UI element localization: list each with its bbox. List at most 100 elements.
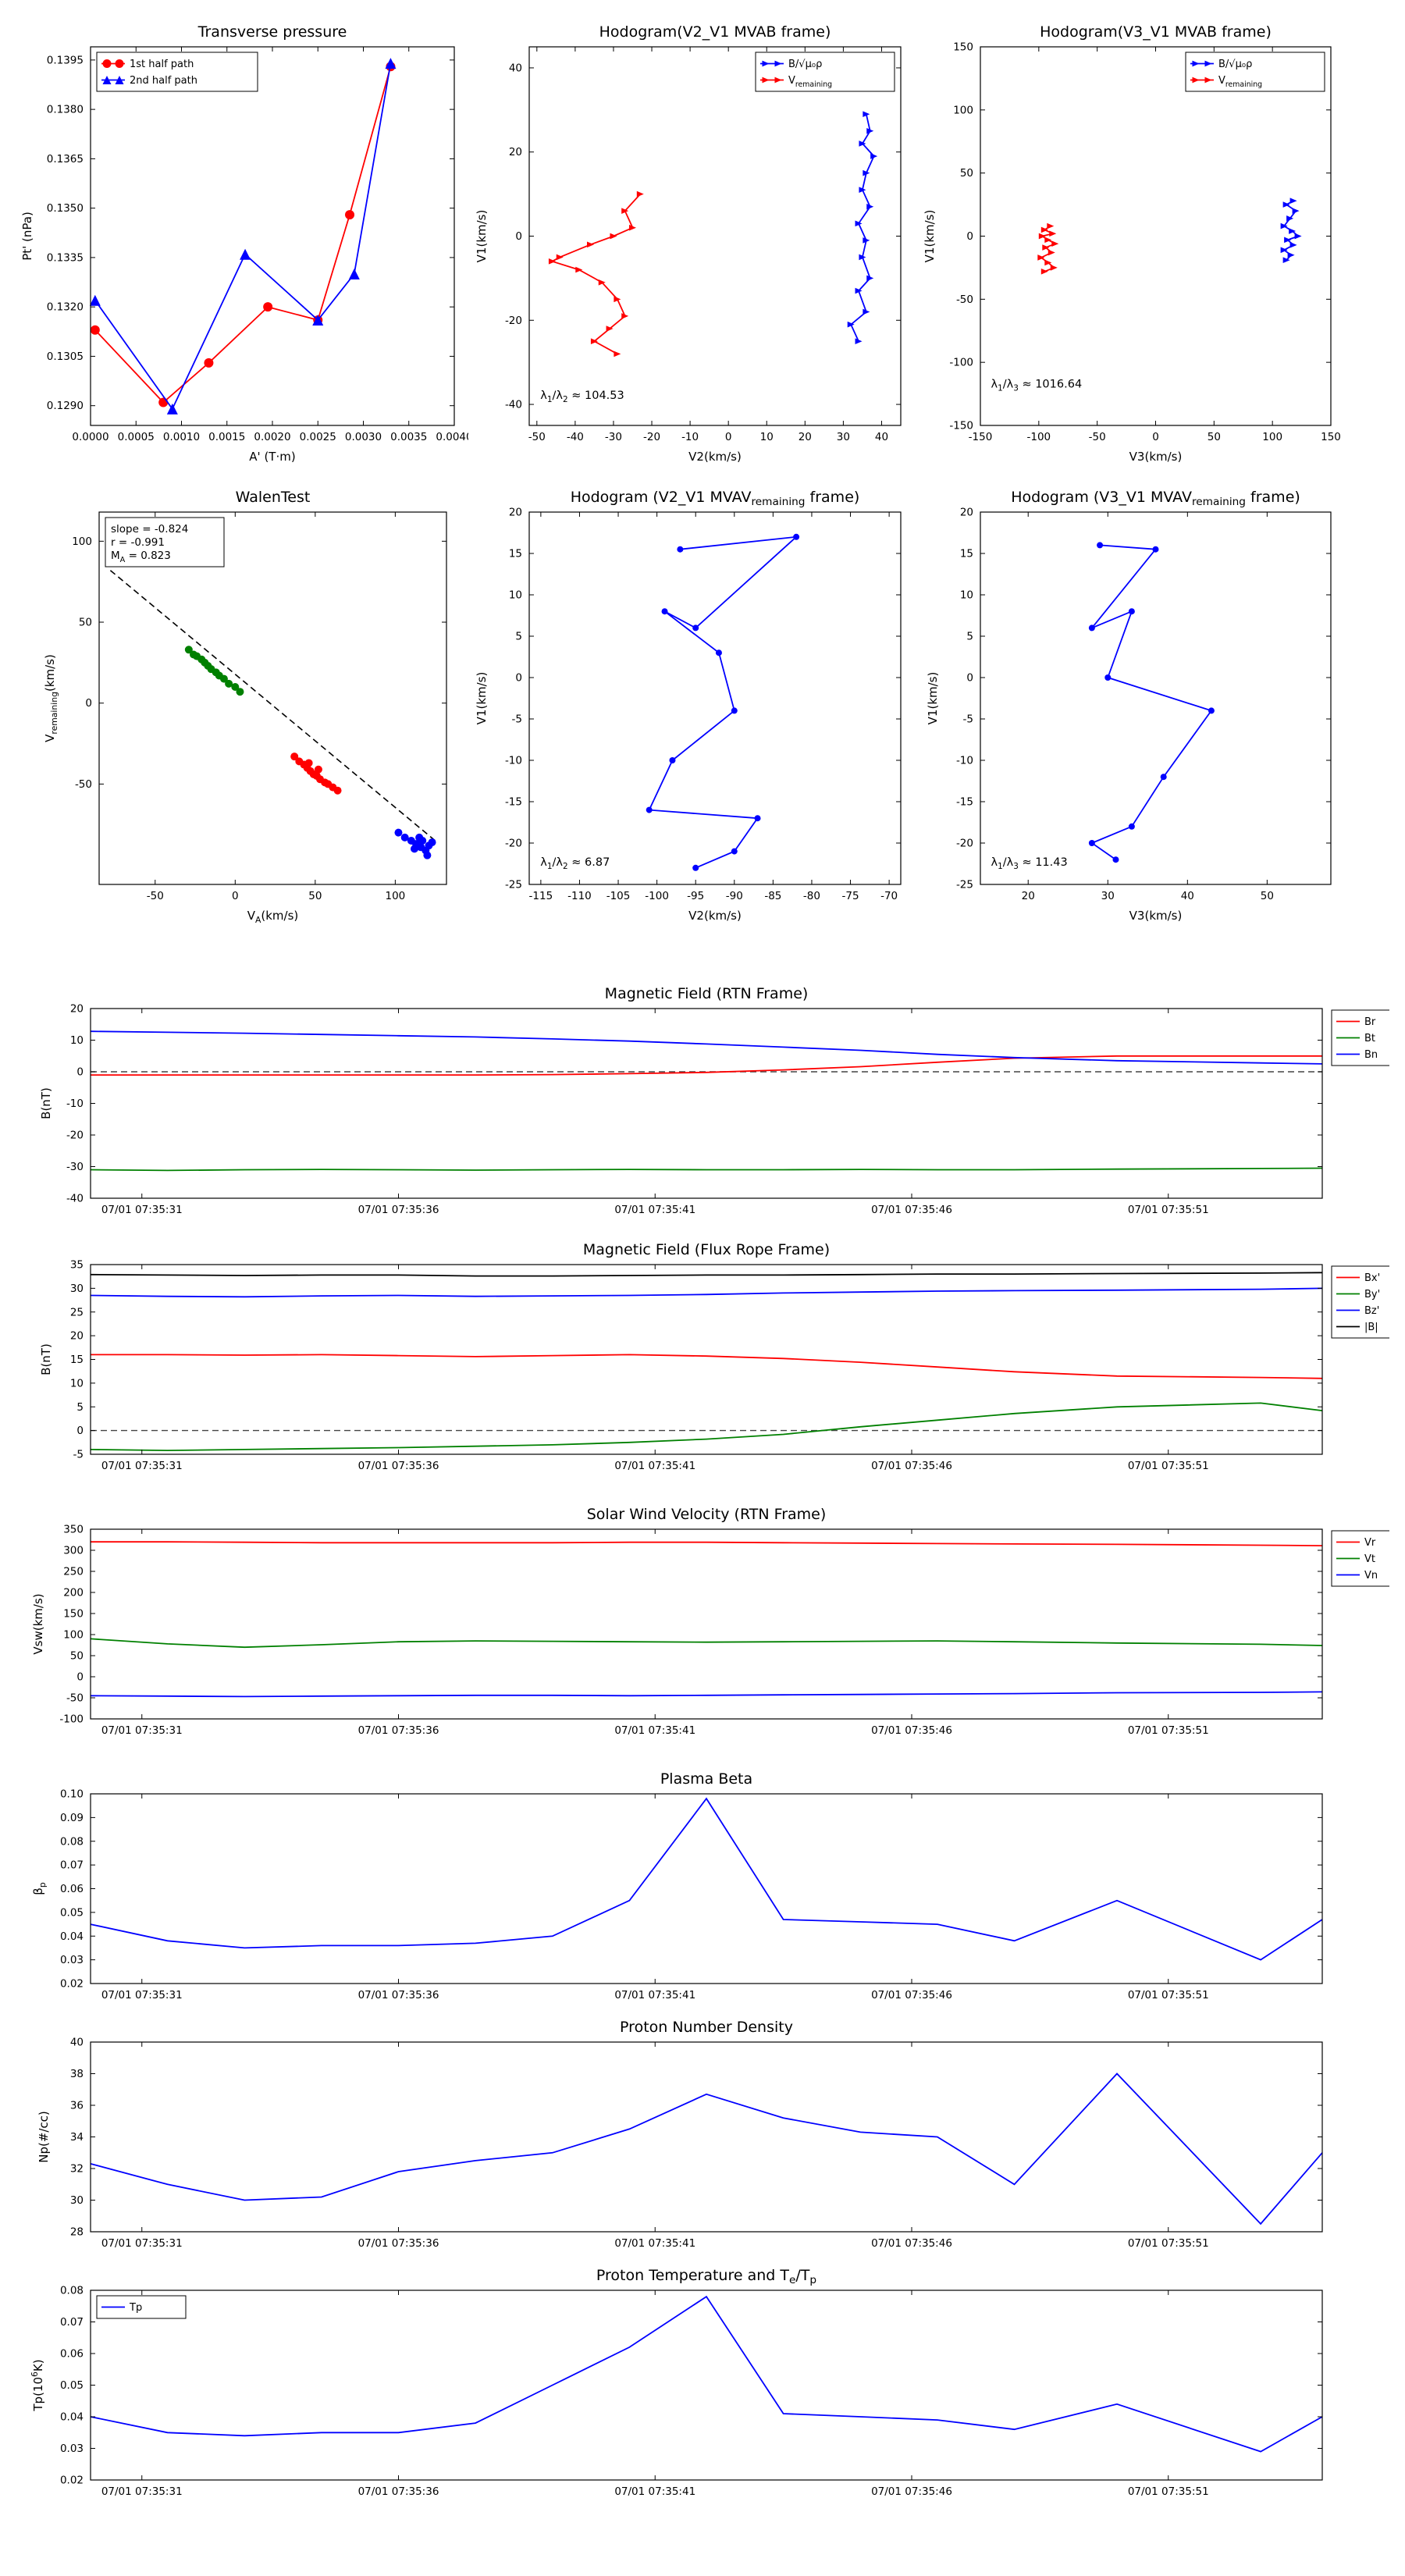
- x-tick-label: 0.0005: [118, 431, 155, 443]
- y-tick-label: 0: [85, 697, 92, 710]
- chart-title: Hodogram (V3_V1 MVAVremaining​ frame): [1011, 489, 1300, 508]
- y-tick-label: 0.1290: [47, 400, 84, 412]
- axes-frame: [528, 46, 902, 426]
- y-tick-label: 36: [70, 2100, 84, 2112]
- y-tick-label: -5: [73, 1449, 84, 1461]
- panel-magnetic-field-flux-rope: 07/01 07:35:31 07/01 07:35:36 07/01 07:35:…: [16, 1230, 1389, 1492]
- y-tick-label: -25: [956, 879, 973, 891]
- y-tick-label: 15: [70, 1354, 84, 1366]
- series-Vt: [90, 1638, 1323, 1649]
- chart-title: Plasma Beta: [660, 1770, 752, 1788]
- plot-area: [90, 2295, 1323, 2453]
- plot-area: [90, 2073, 1323, 2226]
- x-tick-label: 20: [1022, 890, 1035, 902]
- y-tick-label: 0.1320: [47, 301, 84, 314]
- series-Bt: [90, 1167, 1323, 1172]
- x-tick-label: 07/01 07:35:51: [1128, 2237, 1209, 2250]
- chart-title: Hodogram(V2_V1 MVAB frame): [599, 23, 831, 41]
- y-tick-label: 32: [70, 2163, 84, 2176]
- y-tick-label: -100: [59, 1713, 84, 1726]
- y-axis-label: Pt' (nPa): [20, 212, 34, 261]
- series-Bz-prime: [90, 1287, 1323, 1298]
- x-tick-label: 07/01 07:35:36: [358, 1724, 439, 1737]
- y-tick-label: -30: [66, 1161, 84, 1173]
- svg-text:Vr: Vr: [1364, 1537, 1376, 1549]
- y-tick-label: 40: [509, 62, 522, 74]
- x-tick-label: 07/01 07:35:31: [101, 1460, 183, 1472]
- x-tick-label: 20: [799, 431, 812, 443]
- y-tick-label: 40: [70, 2037, 84, 2049]
- y-tick-label: 0.1305: [47, 350, 84, 363]
- y-tick-label: 150: [953, 41, 973, 54]
- svg-text:slope = -0.824: slope = -0.824: [111, 523, 188, 535]
- y-tick-label: 20: [960, 507, 973, 519]
- plot-area: [1037, 197, 1302, 275]
- y-tick-label: -25: [505, 879, 522, 891]
- chart-title: Proton Temperature and Te​/Tp​: [596, 2267, 816, 2286]
- y-tick-label: 30: [70, 1283, 84, 1295]
- annotation: λ1​/λ2​ ≈ 6.87: [540, 856, 610, 871]
- hodogram-v3v1-mvab-chart: -150 -100 -50 0 50 100 150 -150 -100 -50 0 50 100 150…: [923, 23, 1341, 464]
- magnetic-field-rtn-chart: 07/01 07:35:31 07/01 07:35:36 07/01 07:35:…: [39, 985, 1389, 1216]
- hodogram-v2v1-mvab-chart: -50 -40 -30 -20 -10 0 10 20 30 40 -40 -20 0 20 40 Hodog…: [475, 23, 902, 464]
- y-tick-label: 28: [70, 2226, 84, 2239]
- svg-text:Bz': Bz': [1364, 1305, 1379, 1317]
- y-tick-label: 250: [63, 1566, 84, 1578]
- legend: Tp: [96, 2295, 187, 2319]
- x-tick-label: -150: [969, 431, 993, 443]
- axes-frame: [90, 46, 455, 426]
- series-v-remaining-path: [1090, 544, 1213, 860]
- x-tick-label: 0.0030: [345, 431, 382, 443]
- y-tick-label: 5: [966, 631, 973, 643]
- y-tick-label: -100: [949, 357, 973, 369]
- axes-frame: [980, 511, 1332, 885]
- x-tick-label: 0: [725, 431, 732, 443]
- y-tick-label: 150: [63, 1608, 84, 1621]
- axes-frame: [98, 511, 447, 885]
- y-tick-label: 0.02: [60, 1978, 84, 1991]
- series-Vr: [91, 1541, 1323, 1546]
- x-tick-label: 07/01 07:35:36: [358, 1989, 439, 2001]
- x-tick-label: 30: [837, 431, 850, 443]
- y-tick-label: 10: [70, 1034, 84, 1047]
- panel-hodogram-v3v1-mvav: 20 30 40 50 -25 -20 -15 -10 -5 0 5 10 15 20 Hodogram (…: [905, 475, 1346, 931]
- y-tick-label: 50: [79, 617, 92, 629]
- svg-text:r = -0.991: r = -0.991: [111, 536, 165, 549]
- y-tick-label: 0: [966, 672, 973, 685]
- x-tick-label: 07/01 07:35:46: [871, 2237, 952, 2250]
- x-tick-label: 0.0035: [390, 431, 427, 443]
- x-tick-label: 0.0025: [300, 431, 336, 443]
- svg-text:B/√μ₀ρ: B/√μ₀ρ: [1218, 59, 1252, 70]
- y-tick-label: 0.1350: [47, 202, 84, 215]
- y-tick-label: 10: [960, 589, 973, 602]
- series-walen-fit-line: [109, 570, 436, 841]
- series-b-over-sqrt-mu0rho: [850, 114, 875, 342]
- plot-area: [646, 533, 800, 871]
- x-tick-label: 07/01 07:35:31: [101, 2485, 183, 2498]
- x-axis-label: V3(km/s): [1129, 909, 1183, 923]
- x-tick-label: -70: [880, 890, 898, 902]
- x-tick-label: 0.0020: [254, 431, 290, 443]
- panel-magnetic-field-rtn: 07/01 07:35:31 07/01 07:35:36 07/01 07:35:…: [16, 974, 1389, 1236]
- y-axis-label: Tp(106​K): [30, 2359, 45, 2411]
- y-tick-label: 0.04: [60, 2411, 84, 2424]
- y-tick-label: 0: [966, 230, 973, 243]
- x-tick-label: 07/01 07:35:41: [614, 1724, 695, 1737]
- x-tick-label: 0.0010: [163, 431, 200, 443]
- axes-frame: [528, 511, 902, 885]
- plot-area: [1088, 542, 1215, 863]
- series-second-half-path: [94, 62, 392, 411]
- x-tick-label: 07/01 07:35:36: [358, 2237, 439, 2250]
- svg-text:1st half path: 1st half path: [130, 59, 194, 70]
- svg-text:By': By': [1364, 1289, 1380, 1300]
- y-tick-label: 0: [76, 1671, 84, 1684]
- x-tick-label: 07/01 07:35:51: [1128, 2485, 1209, 2498]
- plot-area: [548, 111, 878, 358]
- y-tick-label: -20: [505, 315, 522, 327]
- x-axis-label: VA​(km/s): [247, 909, 299, 925]
- y-tick-label: 0: [515, 230, 522, 243]
- y-tick-label: 350: [63, 1524, 84, 1536]
- plot-area: [90, 58, 397, 415]
- svg-text:Vt: Vt: [1364, 1553, 1375, 1565]
- series-By-prime: [90, 1402, 1323, 1452]
